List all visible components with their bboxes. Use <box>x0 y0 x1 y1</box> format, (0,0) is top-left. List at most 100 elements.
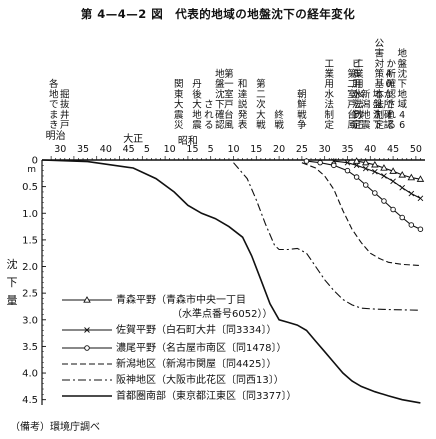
event-char: 4 <box>399 110 405 121</box>
event-char: 関 <box>174 79 184 90</box>
event-char: 地 <box>397 88 407 100</box>
x-tick-label: 10 <box>227 144 239 155</box>
event-char: 第 <box>347 68 357 80</box>
x-tick-label: 40 <box>100 144 112 155</box>
event-char: 害 <box>375 48 385 60</box>
event-char: 沈 <box>215 88 225 100</box>
event-char: 掘 <box>60 88 70 100</box>
event-char: 地 <box>361 109 371 121</box>
legend-marker-triangle <box>83 296 91 303</box>
event-char: 抜 <box>60 99 70 111</box>
data-point-circle <box>362 182 369 188</box>
event-char: 対 <box>375 58 385 70</box>
data-point-cross <box>408 190 415 197</box>
data-point-triangle <box>398 171 406 178</box>
y-axis-label-char: 沈 <box>7 257 18 271</box>
source-note: （備考）環境庁調べ <box>10 422 100 433</box>
event-char: 策 <box>375 68 385 80</box>
event-char: 法 <box>352 99 362 111</box>
y-tick-label: 4.0 <box>22 369 38 380</box>
y-unit-label: m <box>27 165 36 175</box>
event-char: ま <box>49 110 59 121</box>
x-tick-label: 35 <box>77 144 89 155</box>
event-char: 終 <box>274 109 284 121</box>
event-char: る <box>204 120 214 131</box>
data-point-triangle <box>389 167 397 174</box>
data-point-triangle <box>380 164 388 171</box>
event-char: 法 <box>354 99 364 111</box>
event-char: ビ <box>352 59 362 70</box>
data-point-circle <box>303 158 310 164</box>
event-char: き <box>49 120 59 131</box>
era-label: 大正 <box>123 132 143 145</box>
legend-label: 佐賀平野（白石町大井〔同3334〕） <box>116 323 276 336</box>
data-point-triangle <box>371 160 379 168</box>
event-char: 盤 <box>397 58 407 70</box>
event-char: 下 <box>397 79 407 90</box>
data-point-cross <box>372 168 378 175</box>
event-char: 認 <box>384 119 394 131</box>
series-solid-cross <box>330 158 424 202</box>
event-char: 制 <box>352 109 362 121</box>
event-char: 基 <box>375 78 385 90</box>
event-char: 所 <box>386 69 396 80</box>
legend-label: 濃尾平野（名古屋市南区〔同1478〕） <box>116 341 286 354</box>
event-char: 井 <box>60 109 70 121</box>
event-char: 沈 <box>373 109 383 121</box>
x-tick-label: 20 <box>273 144 285 155</box>
event-char: れ <box>204 110 214 121</box>
event-char: 所 <box>384 100 394 111</box>
event-char: 室 <box>224 88 234 100</box>
series-dashed <box>301 162 421 267</box>
data-point-cross <box>362 165 369 172</box>
event-char: 震 <box>174 110 184 121</box>
data-point-circle <box>381 198 387 204</box>
event-char: 第 <box>224 68 234 80</box>
x-tick-label: 45 <box>123 144 135 155</box>
event-char: れ <box>386 110 396 121</box>
data-point-circle <box>344 167 351 174</box>
legend-marker-circle <box>84 345 90 351</box>
legend-item: 濃尾平野（名古屋市南区〔同1478〕） <box>62 341 286 354</box>
event-char: 制 <box>375 109 385 121</box>
x-tick-label: 50 <box>410 144 422 155</box>
event-char: 風 <box>224 120 234 131</box>
event-char: 戸 <box>60 120 70 131</box>
data-point-cross <box>417 195 424 202</box>
event-char: で <box>49 100 59 111</box>
y-tick-label: 3.5 <box>22 342 38 353</box>
y-tick-label: 1.0 <box>22 209 38 220</box>
event-char: 風 <box>347 120 357 131</box>
event-char: か <box>384 89 394 100</box>
y-axis-label-char: 下 <box>7 276 18 289</box>
data-point-cross <box>390 178 396 185</box>
data-point-cross <box>353 162 360 169</box>
event-char: 業 <box>324 68 334 80</box>
event-char: 戦 <box>256 119 266 131</box>
event-char: か <box>386 59 396 70</box>
event-char: 制 <box>324 109 334 121</box>
event-annotations: 各地でまき掘抜井戸関東大震災丹後大地震される地盤沈下確認第一室戸台風和達説発表第… <box>49 38 407 131</box>
event-char: 業 <box>354 68 364 80</box>
event-char: 大 <box>256 109 266 121</box>
y-tick-label: 4.5 <box>22 395 38 406</box>
event-char: 新 <box>361 88 371 100</box>
event-char: 下 <box>373 120 383 131</box>
data-point-triangle <box>407 173 416 181</box>
event-char: 用 <box>352 79 362 90</box>
y-tick-label: 3.0 <box>22 315 38 326</box>
x-tick-label: 10 <box>164 144 176 155</box>
data-point-triangle <box>416 175 425 182</box>
event-char: 用 <box>354 79 364 90</box>
event-char: 説 <box>238 99 248 111</box>
event-char: る <box>386 120 396 131</box>
x-tick-label: 30 <box>319 144 331 155</box>
